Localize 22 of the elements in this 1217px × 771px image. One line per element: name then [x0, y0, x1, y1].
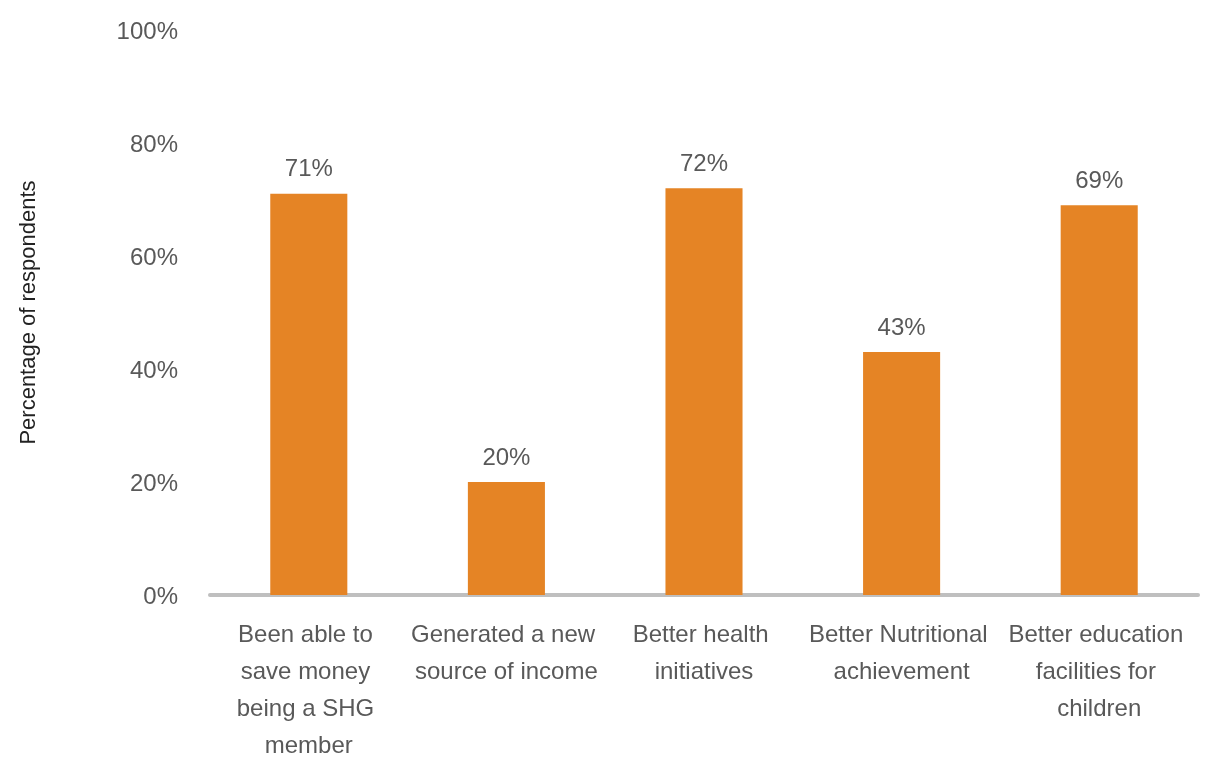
x-tick-label: Generated a new source of income: [411, 620, 602, 684]
bar: [665, 188, 743, 595]
data-label: 69%: [1075, 165, 1124, 193]
y-tick-label: 40%: [129, 355, 178, 383]
x-tick-label: Better health initiatives: [632, 620, 776, 684]
data-label: 72%: [679, 148, 729, 176]
y-tick-label: 60%: [129, 242, 178, 270]
data-label: 20%: [482, 442, 531, 470]
data-label: 43%: [877, 312, 926, 340]
bar: [1060, 205, 1138, 595]
bar: [863, 352, 941, 595]
x-tick-label: Better education facilities for children: [1008, 620, 1190, 721]
y-tick-label: 20%: [129, 468, 178, 496]
y-tick-label: 0%: [143, 581, 178, 609]
y-tick-label: 80%: [129, 129, 178, 157]
bar: [467, 482, 545, 595]
x-tick-label: Better Nutritional achievement: [808, 620, 995, 684]
data-label: 71%: [284, 154, 333, 182]
x-tick-label: Been able to save money being a SHG member: [236, 620, 381, 758]
bar: [270, 193, 348, 595]
y-tick-label: 100%: [116, 16, 178, 44]
y-axis-title: Percentage of respondents: [14, 180, 40, 445]
